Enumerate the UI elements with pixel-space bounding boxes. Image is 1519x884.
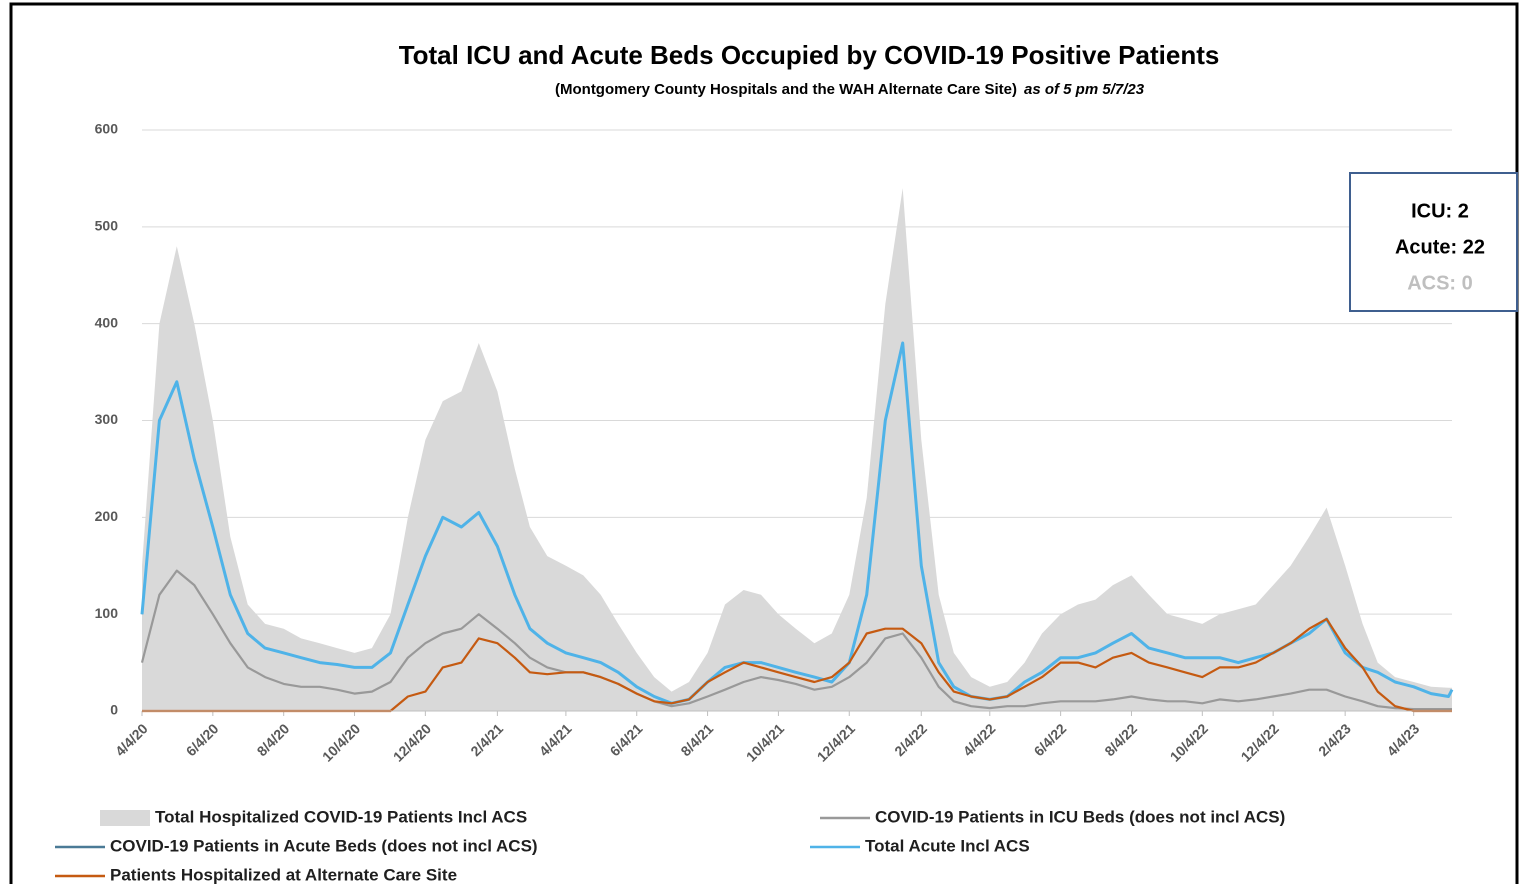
line [140,569,1452,711]
legend-label: COVID-19 Patients in Acute Beds (does no… [110,836,538,855]
annotation: Acute: 22 [1395,236,1485,258]
frame [9,2,1519,884]
y-tick-label: 300 [95,411,119,427]
annotation-box [1349,172,1518,312]
y-tick-label: 100 [95,605,119,621]
legend-label: Patients Hospitalized at Alternate Care … [110,865,457,884]
area [142,188,1452,712]
y-tick-label: 0 [110,702,118,718]
annotation: ACS: 0 [1407,272,1473,294]
chart-subtitle: (Montgomery County Hospitals and the WAH… [555,81,1017,98]
y-tick-label: 400 [95,314,119,330]
legend-swatch [100,810,150,826]
chart-title: Total ICU and Acute Beds Occupied by COV… [399,40,1220,70]
line [140,341,1454,705]
y-tick-label: 600 [95,121,119,137]
legend-label: COVID-19 Patients in ICU Beds (does not … [875,807,1285,826]
legend-label: Total Acute Incl ACS [865,836,1030,855]
legend-label: Total Hospitalized COVID-19 Patients Inc… [155,807,527,826]
y-tick-label: 200 [95,508,119,524]
chart-subtitle-note: as of 5 pm 5/7/23 [1024,81,1145,98]
y-tick-label: 500 [95,218,119,234]
annotation: ICU: 2 [1411,200,1469,222]
